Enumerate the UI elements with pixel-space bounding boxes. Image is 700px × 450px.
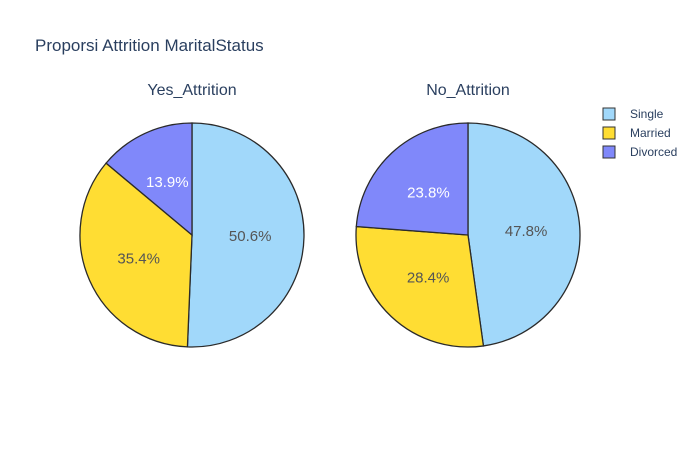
pie-slice-no-attrition-married[interactable] [355, 225, 485, 348]
pie-yes-attrition: Yes_Attrition 50.6% 35.4% 13.9% [79, 82, 305, 348]
pie-slice-yes-attrition-divorced[interactable] [105, 122, 193, 237]
legend-label-single: Single [630, 107, 664, 121]
pie-label-yes-attrition-married: 35.4% [117, 251, 160, 268]
legend-swatch-divorced [602, 145, 616, 159]
pie-label-no-attrition-single: 47.8% [505, 223, 548, 240]
legend-item-married[interactable]: Married [602, 126, 671, 140]
pie-label-no-attrition-divorced: 23.8% [407, 184, 450, 201]
pie-slice-yes-attrition-married[interactable] [79, 162, 193, 348]
legend-item-divorced[interactable]: Divorced [602, 145, 677, 159]
legend-item-single[interactable]: Single [602, 107, 664, 121]
pie-title-yes-attrition: Yes_Attrition [147, 82, 236, 99]
pie-slice-no-attrition-divorced[interactable] [355, 122, 469, 236]
legend-swatch-married [602, 126, 616, 140]
pie-slice-yes-attrition-single[interactable] [186, 122, 305, 348]
pie-label-yes-attrition-single: 50.6% [229, 228, 272, 245]
pie-no-attrition: No_Attrition 47.8% 28.4% 23.8% [355, 82, 581, 348]
chart-title: Proporsi Attrition MaritalStatus [35, 36, 264, 55]
pie-label-yes-attrition-divorced: 13.9% [146, 174, 189, 191]
legend: Single Married Divorced [602, 107, 677, 159]
legend-swatch-single [602, 107, 616, 121]
legend-label-divorced: Divorced [630, 145, 677, 159]
pie-slice-no-attrition-single[interactable] [467, 122, 581, 347]
legend-label-married: Married [630, 126, 671, 140]
pie-title-no-attrition: No_Attrition [426, 82, 510, 99]
pie-label-no-attrition-married: 28.4% [407, 270, 450, 287]
